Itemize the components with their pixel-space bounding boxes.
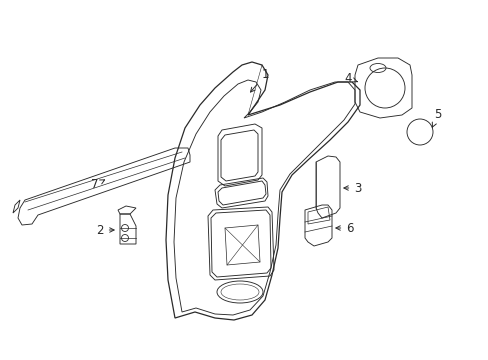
Text: 7: 7 (91, 179, 104, 192)
Text: 5: 5 (431, 108, 441, 127)
Text: 4: 4 (344, 72, 357, 85)
Text: 6: 6 (335, 221, 353, 234)
Text: 3: 3 (343, 181, 361, 194)
Text: 2: 2 (96, 224, 114, 237)
Text: 1: 1 (250, 68, 268, 92)
